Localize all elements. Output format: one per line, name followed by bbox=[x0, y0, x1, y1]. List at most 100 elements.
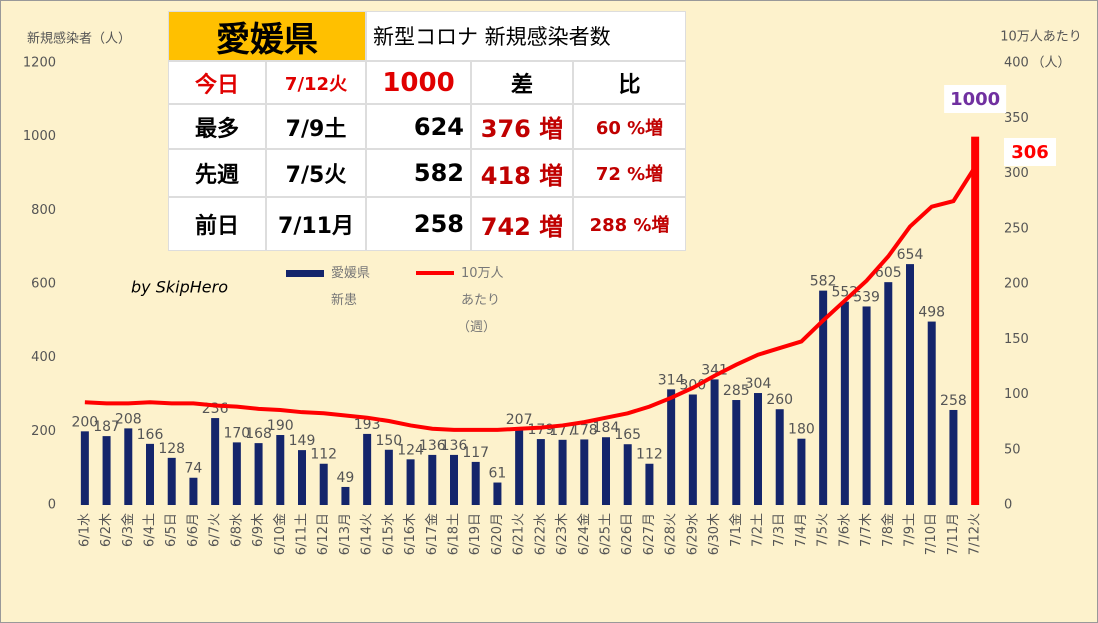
legend-label: 愛媛県新患 bbox=[331, 266, 370, 308]
table-cell: 742 増 bbox=[471, 197, 573, 251]
bar bbox=[732, 400, 741, 505]
x-tick-label: 6/5日 bbox=[164, 513, 179, 547]
data-label: 124 bbox=[397, 442, 424, 458]
data-label: 498 bbox=[918, 305, 945, 321]
table-cell: 最多 bbox=[168, 104, 266, 149]
data-label: 49 bbox=[337, 470, 355, 486]
bar bbox=[276, 435, 285, 505]
data-label: 582 bbox=[810, 274, 837, 290]
bar bbox=[971, 136, 980, 505]
bar bbox=[536, 439, 545, 505]
y-tick-label: 0 bbox=[48, 498, 56, 513]
data-label: 149 bbox=[289, 433, 316, 449]
x-tick-label: 6/7火 bbox=[208, 513, 223, 547]
data-label: 184 bbox=[593, 420, 620, 436]
data-label: 306 bbox=[1011, 142, 1049, 163]
y-tick-label: 1200 bbox=[23, 56, 56, 71]
y2-axis-title: （人） bbox=[1031, 56, 1070, 71]
table-cell: 60 %増 bbox=[573, 104, 686, 149]
table-cell: 624 bbox=[366, 104, 471, 149]
bar bbox=[906, 264, 914, 505]
x-tick-label: 6/17金 bbox=[424, 513, 440, 555]
x-tick-label: 6/23木 bbox=[555, 513, 570, 555]
bar bbox=[688, 394, 697, 505]
label-box bbox=[1004, 138, 1056, 166]
bar bbox=[341, 486, 350, 505]
x-tick-label: 7/5火 bbox=[816, 513, 831, 547]
x-tick-label: 7/7木 bbox=[859, 513, 874, 547]
x-tick-label: 6/3金 bbox=[120, 513, 136, 547]
data-label: 207 bbox=[506, 412, 533, 428]
bar bbox=[211, 418, 220, 505]
x-tick-label: 6/10金 bbox=[272, 513, 288, 555]
bar bbox=[667, 389, 676, 505]
table-cell: 先週 bbox=[168, 149, 266, 197]
x-tick-label: 7/2土 bbox=[751, 513, 766, 547]
x-tick-label: 7/10日 bbox=[924, 513, 939, 555]
table-subtitle: 新型コロナ 新規感染者数 bbox=[366, 11, 686, 61]
data-label: 605 bbox=[875, 265, 902, 281]
bar bbox=[797, 438, 806, 505]
bar bbox=[862, 306, 871, 505]
legend-label: 10万人あたり（週） bbox=[457, 266, 504, 335]
data-label: 128 bbox=[158, 441, 185, 457]
bar bbox=[232, 442, 241, 505]
data-label: 285 bbox=[723, 383, 750, 399]
x-tick-label: 7/1金 bbox=[728, 513, 744, 547]
data-label: 193 bbox=[354, 417, 381, 433]
table-cell: 差 bbox=[471, 61, 573, 104]
bar bbox=[167, 457, 176, 505]
bar bbox=[124, 428, 133, 505]
table-cell: 418 増 bbox=[471, 149, 573, 197]
data-label: 258 bbox=[940, 393, 967, 409]
bar bbox=[319, 463, 328, 505]
y-tick-label: 1000 bbox=[23, 129, 56, 144]
annotation: by SkipHero bbox=[131, 278, 228, 297]
x-tick-label: 6/19日 bbox=[468, 513, 483, 555]
y-tick-label: 600 bbox=[31, 277, 56, 292]
bar bbox=[471, 461, 480, 505]
data-label: 190 bbox=[267, 418, 294, 434]
x-tick-label: 6/1水 bbox=[77, 513, 92, 547]
bar bbox=[189, 477, 198, 505]
x-tick-label: 6/2木 bbox=[99, 513, 114, 547]
x-tick-label: 6/25土 bbox=[599, 513, 614, 555]
x-tick-label: 6/12日 bbox=[316, 513, 331, 555]
data-label: 170 bbox=[223, 425, 250, 441]
x-tick-label: 6/14火 bbox=[360, 513, 375, 555]
bar bbox=[558, 439, 567, 505]
x-tick-label: 6/8水 bbox=[229, 513, 244, 547]
table-cell: 比 bbox=[573, 61, 686, 104]
y-tick-label: 400 bbox=[31, 350, 56, 365]
data-label: 168 bbox=[245, 426, 272, 442]
data-label: 314 bbox=[658, 372, 685, 388]
x-tick-label: 6/27月 bbox=[642, 513, 657, 555]
bar bbox=[602, 437, 610, 505]
data-label: 180 bbox=[788, 422, 815, 438]
data-label: 166 bbox=[137, 427, 164, 443]
x-tick-label: 6/22水 bbox=[533, 513, 548, 555]
x-tick-label: 6/4土 bbox=[143, 513, 158, 547]
table-title: 愛媛県 bbox=[168, 11, 366, 61]
bar bbox=[710, 379, 719, 505]
data-label: 136 bbox=[441, 438, 468, 454]
table-cell: 7/9土 bbox=[266, 104, 366, 149]
y2-tick-label: 200 bbox=[1004, 277, 1029, 292]
x-tick-label: 6/26日 bbox=[620, 513, 635, 555]
table-cell: 288 %増 bbox=[573, 197, 686, 251]
table-cell: 376 増 bbox=[471, 104, 573, 149]
x-tick-label: 7/3日 bbox=[772, 513, 787, 547]
legend-swatch bbox=[286, 270, 324, 277]
x-tick-label: 6/11土 bbox=[295, 513, 310, 555]
data-label: 260 bbox=[766, 392, 793, 408]
data-label: 539 bbox=[853, 289, 880, 305]
x-tick-label: 7/9土 bbox=[903, 513, 918, 547]
x-tick-label: 6/13月 bbox=[338, 513, 353, 555]
bar bbox=[298, 450, 306, 505]
bar bbox=[363, 433, 372, 505]
x-tick-label: 6/28火 bbox=[664, 513, 679, 555]
data-label: 200 bbox=[71, 414, 98, 430]
table-cell: 7/12火 bbox=[266, 61, 366, 104]
